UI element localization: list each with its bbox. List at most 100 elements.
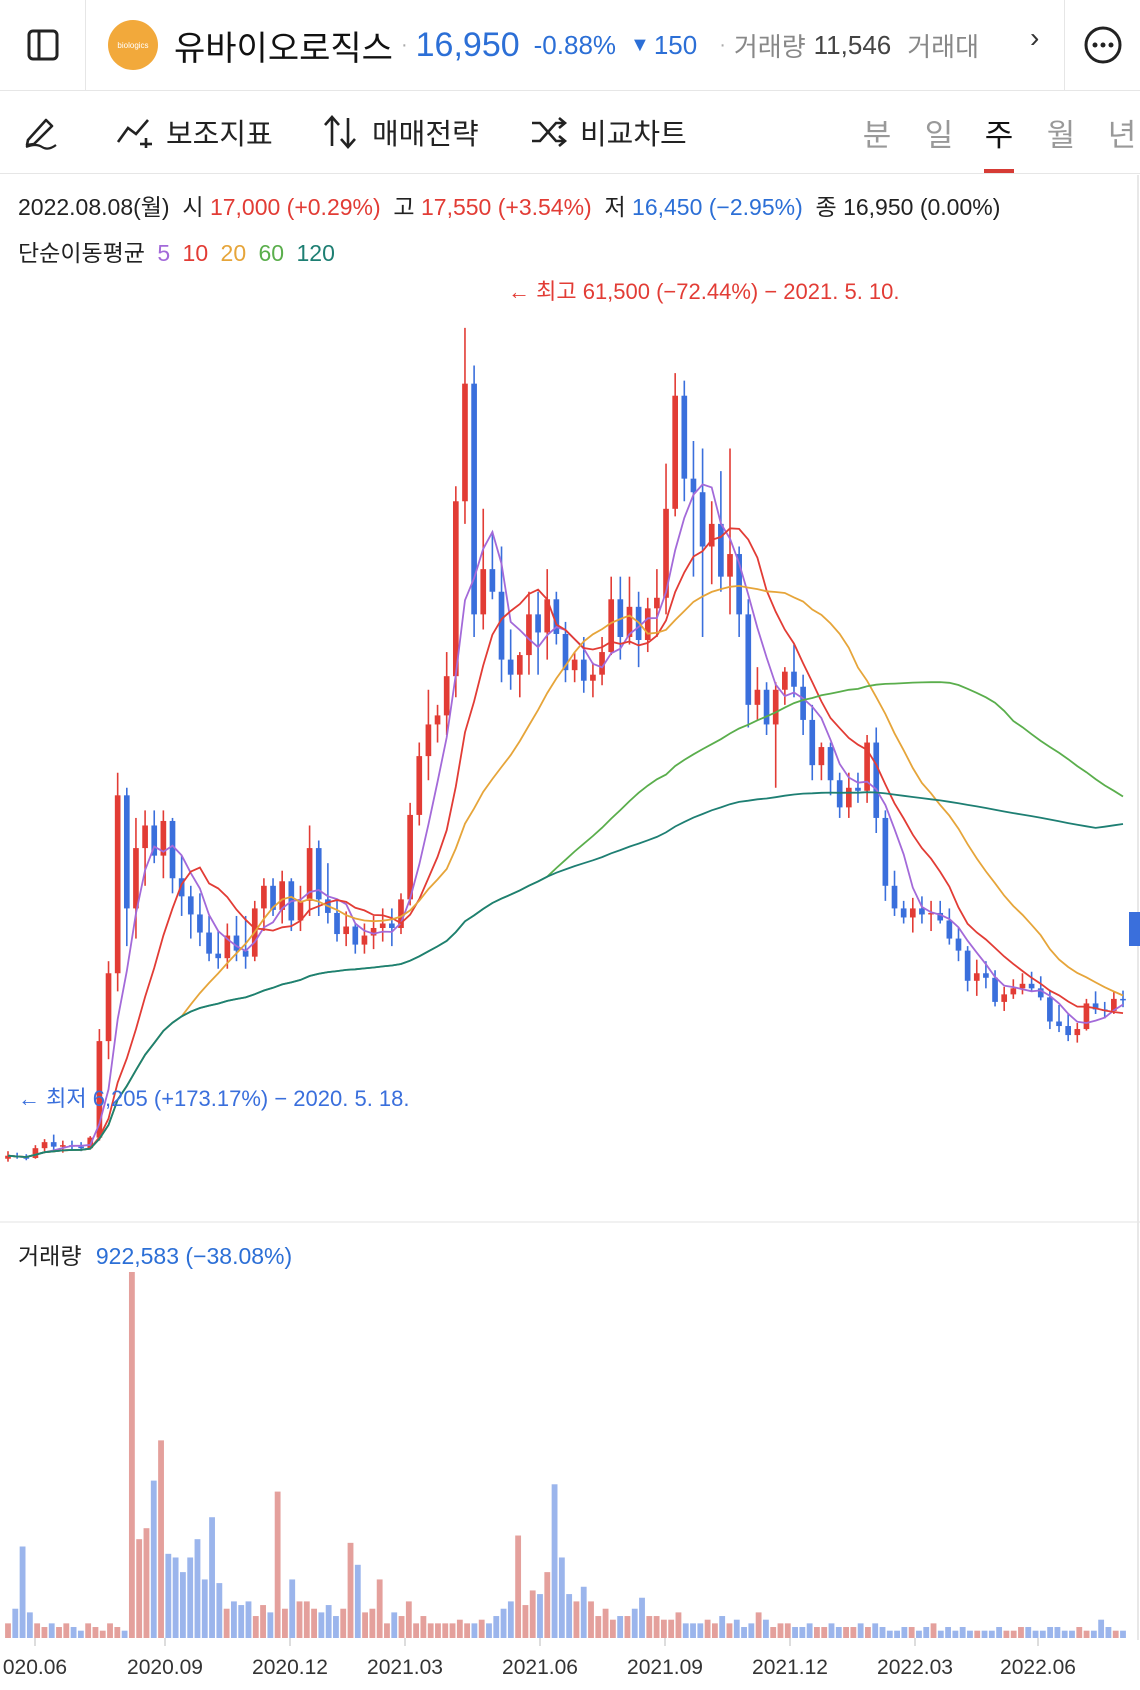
volume-bar xyxy=(231,1601,237,1638)
candle-body xyxy=(370,928,377,936)
volume-bar xyxy=(988,1630,995,1638)
candle-body xyxy=(516,655,523,675)
volume-bar xyxy=(70,1627,77,1638)
volume-bar xyxy=(952,1630,959,1638)
volume-bar xyxy=(405,1601,412,1638)
candle-body xyxy=(78,1146,84,1149)
volume-label: 거래량 xyxy=(733,31,806,62)
ma-label: 단순이동평균 xyxy=(18,240,145,266)
volume-bar xyxy=(595,1616,602,1638)
candle-body xyxy=(1056,1021,1062,1027)
candle-body xyxy=(983,973,989,978)
ma-120: 120 xyxy=(296,240,335,266)
volume-bar xyxy=(318,1612,325,1638)
candle-body xyxy=(681,395,688,479)
tab-year[interactable]: 년 xyxy=(1107,117,1137,153)
change-amount: 150 xyxy=(653,29,698,60)
volume-bar xyxy=(56,1627,62,1638)
more-button[interactable] xyxy=(1064,0,1140,90)
tab-minute[interactable]: 분 xyxy=(862,117,892,153)
volume-bar xyxy=(639,1597,645,1638)
volume-bar xyxy=(806,1623,813,1638)
draw-button[interactable] xyxy=(22,91,70,173)
volume-bar xyxy=(588,1601,594,1638)
sidebar-toggle-button[interactable] xyxy=(0,0,86,90)
ma-120-line xyxy=(7,791,1124,1158)
volume-bar xyxy=(602,1608,609,1638)
volume-bar xyxy=(413,1623,420,1638)
candle-body xyxy=(50,1142,57,1147)
volume-bar xyxy=(784,1623,791,1638)
candle-body xyxy=(964,950,971,981)
sort-arrows-icon xyxy=(324,115,356,149)
candle-body xyxy=(471,383,477,615)
candle-body xyxy=(23,1157,30,1159)
volume-bar xyxy=(26,1612,33,1638)
volume-bar xyxy=(697,1623,704,1638)
volume-bar xyxy=(85,1623,92,1638)
tab-day[interactable]: 일 xyxy=(924,117,954,153)
candle-body xyxy=(891,885,898,909)
volume-bar xyxy=(354,1564,361,1638)
volume-bar xyxy=(1025,1627,1032,1638)
volume-bar xyxy=(143,1528,150,1638)
volume-bar xyxy=(34,1623,41,1638)
candle-body xyxy=(343,926,349,935)
x-axis-label: 2021.03 xyxy=(367,1656,443,1679)
volume-bar xyxy=(1069,1630,1075,1638)
indicator-icon xyxy=(116,119,152,148)
chart-toolbar: 보조지표 매매전략 비교차트 분 일 주 월 년 xyxy=(0,91,1140,174)
candle-body xyxy=(937,912,944,921)
tab-month[interactable]: 월 xyxy=(1046,117,1076,153)
volume-bar xyxy=(668,1619,675,1638)
candle-body xyxy=(644,608,651,640)
volume-bar xyxy=(580,1586,587,1638)
compare-button[interactable]: 비교차트 xyxy=(530,91,687,173)
candle-body xyxy=(462,383,468,502)
candle-body xyxy=(553,599,560,634)
volume-bar xyxy=(682,1623,689,1638)
volume-bar xyxy=(1010,1630,1017,1638)
candle-body xyxy=(544,599,551,633)
volume-bar xyxy=(216,1583,223,1638)
volume-bar xyxy=(894,1630,900,1638)
volume-bar xyxy=(653,1616,660,1638)
strategy-button[interactable]: 매매전략 xyxy=(322,91,479,173)
volume-bar xyxy=(704,1619,711,1638)
volume-bar xyxy=(362,1612,369,1638)
volume-bar xyxy=(486,1623,492,1638)
volume-bar xyxy=(172,1557,179,1638)
ma-legend[interactable]: 단순이동평균 5 10 20 60 120 xyxy=(18,234,335,268)
candle-body xyxy=(535,614,541,633)
candle-body xyxy=(169,820,176,879)
volume-bar xyxy=(558,1557,565,1638)
candle-body xyxy=(727,554,733,577)
x-axis-label: 2021.12 xyxy=(752,1656,828,1679)
volume-bar xyxy=(99,1630,106,1638)
chevron-right-icon[interactable]: › xyxy=(1030,22,1040,53)
volume-bar xyxy=(821,1627,828,1638)
volume-bar xyxy=(1076,1627,1083,1638)
high-annotation: ← 최고 61,500 (−72.44%) − 2021. 5. 10. xyxy=(508,279,900,304)
volume-bar xyxy=(755,1612,762,1638)
candle-body xyxy=(443,676,450,716)
volume-bar xyxy=(245,1601,252,1638)
separator: · xyxy=(719,33,726,56)
candle-body xyxy=(178,878,185,897)
candle-body xyxy=(1111,998,1117,1011)
volume-bar xyxy=(529,1590,536,1638)
volume-bar xyxy=(289,1579,296,1638)
candle-body xyxy=(919,908,925,915)
volume-bar xyxy=(1047,1627,1054,1638)
candle-body xyxy=(900,908,907,918)
trade-amount-label: 거래대 xyxy=(907,31,980,62)
volume-bar xyxy=(296,1601,303,1638)
candle-body xyxy=(160,820,167,856)
tab-week[interactable]: 주 xyxy=(969,91,1029,173)
volume-bar xyxy=(420,1616,427,1638)
indicator-button[interactable]: 보조지표 xyxy=(116,91,273,173)
volume-bar xyxy=(835,1627,842,1638)
volume-bar xyxy=(901,1627,908,1638)
stock-summary[interactable]: biologics 유바이오로직스 · 16,950 -0.88% ▼ 150 … xyxy=(108,0,1043,90)
